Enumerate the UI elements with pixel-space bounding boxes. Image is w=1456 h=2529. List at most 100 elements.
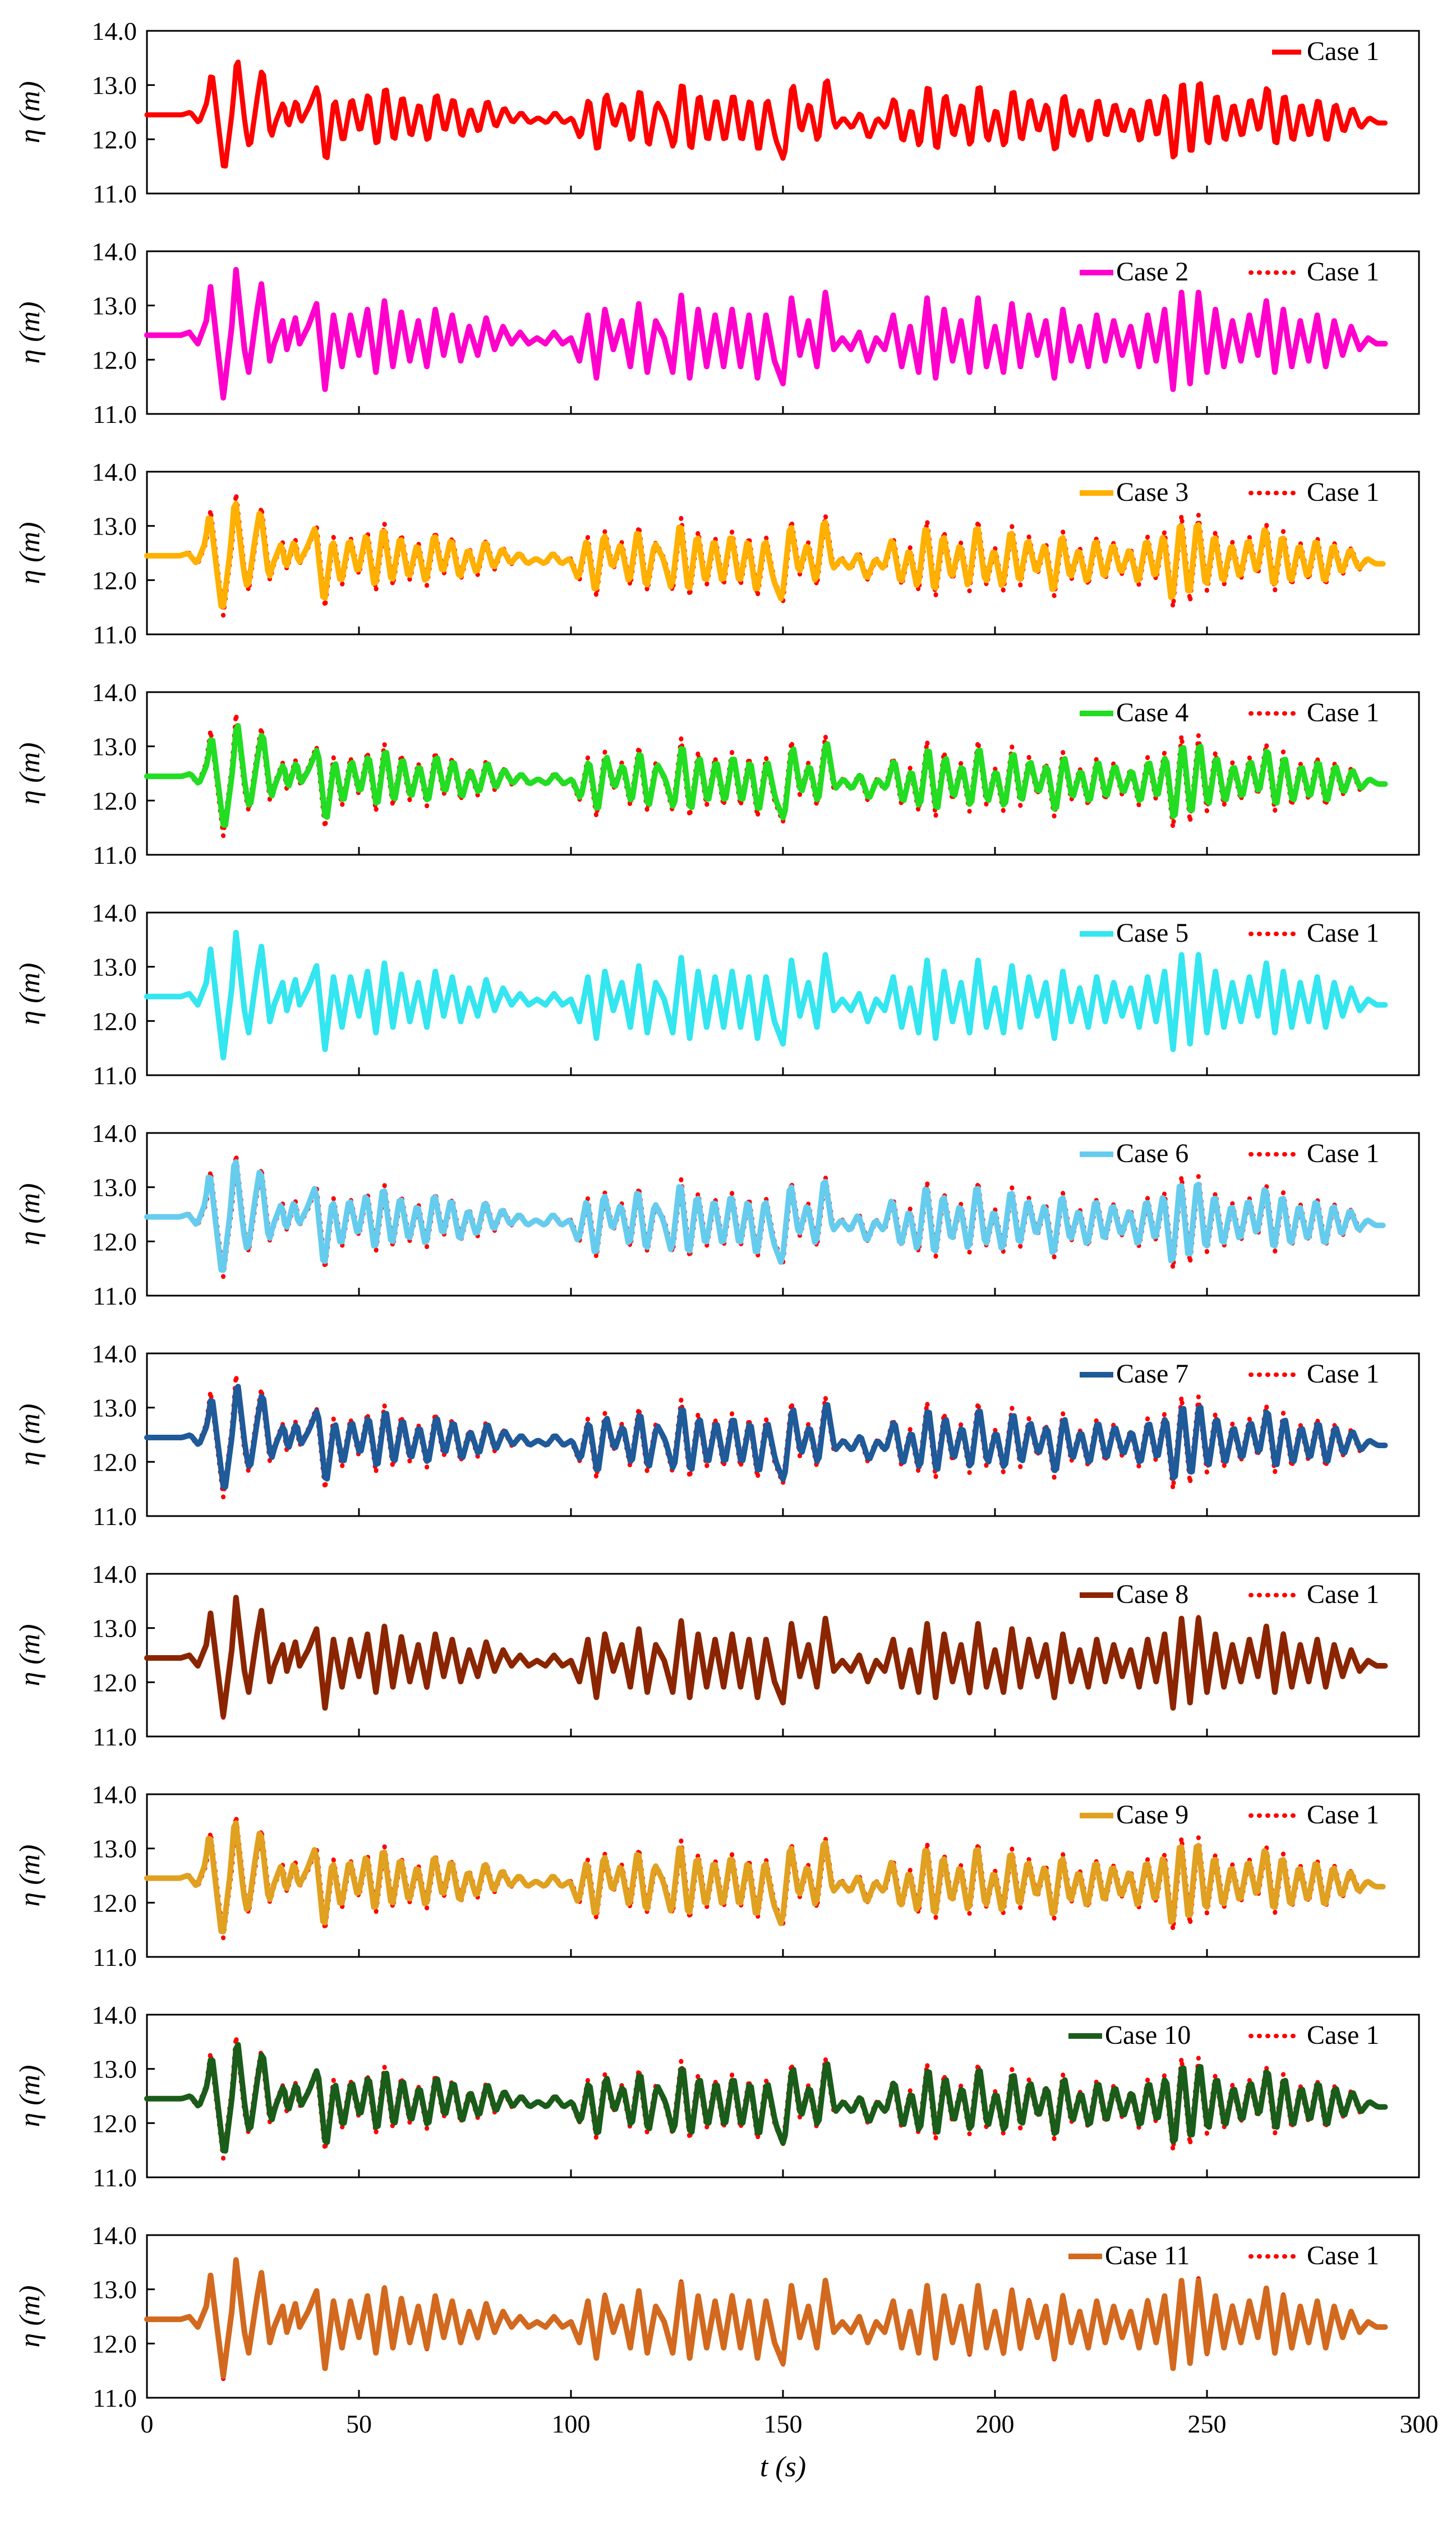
- legend-label: Case 5: [1116, 918, 1188, 948]
- panel-6: 14.0 13.0 12.0 11.0 η (m) Case 6 Case 1: [14, 1119, 1420, 1310]
- panel-9: 14.0 13.0 12.0 11.0 η (m) Case 9 Case 1: [14, 1780, 1420, 1971]
- legend-label: Case 6: [1116, 1139, 1188, 1168]
- y-tick-label: 14.0: [92, 899, 137, 927]
- panel-3: 14.0 13.0 12.0 11.0 η (m) Case 3 Case 1: [14, 458, 1420, 649]
- legend-label: Case 1: [1307, 477, 1379, 507]
- series-line-case-1: [144, 59, 1388, 169]
- legend-label: Case 11: [1105, 2241, 1190, 2270]
- legend-label: Case 1: [1307, 2241, 1379, 2270]
- y-tick-label: 11.0: [93, 841, 137, 869]
- legend: Case 7 Case 1: [1080, 1359, 1379, 1389]
- y-tick-label: 12.0: [92, 566, 137, 595]
- legend-label: Case 1: [1307, 698, 1379, 727]
- series-line-case-11: [144, 2257, 1388, 2379]
- panel-7: 14.0 13.0 12.0 11.0 η (m) Case 7 Case 1: [14, 1339, 1420, 1531]
- legend: Case 4 Case 1: [1080, 698, 1379, 727]
- legend: Case 8 Case 1: [1080, 1579, 1379, 1609]
- legend: Case 3 Case 1: [1080, 477, 1379, 507]
- legend: Case 11 Case 1: [1068, 2241, 1379, 2270]
- y-tick-label: 12.0: [92, 1668, 137, 1697]
- legend-label: Case 1: [1307, 1800, 1379, 1830]
- legend-label: Case 1: [1307, 1139, 1379, 1168]
- y-axis-title: η (m): [14, 302, 46, 364]
- y-tick-label: 12.0: [92, 1888, 137, 1917]
- series-line-case-4: [144, 723, 1388, 828]
- y-tick-label: 14.0: [92, 678, 137, 707]
- y-axis-title: η (m): [14, 743, 46, 805]
- legend-label: Case 1: [1307, 36, 1379, 66]
- x-tick-label: 50: [346, 2410, 372, 2438]
- x-tick-label: 150: [764, 2410, 803, 2438]
- legend: Case 10 Case 1: [1068, 2020, 1379, 2050]
- y-tick-label: 12.0: [92, 1227, 137, 1256]
- y-tick-label: 12.0: [92, 1448, 137, 1476]
- series-line-case-9: [144, 1820, 1386, 1934]
- panel-5: 14.0 13.0 12.0 11.0 η (m) Case 5 Case 1: [14, 899, 1420, 1090]
- legend: Case 5 Case 1: [1080, 918, 1379, 948]
- panel-1: 14.0 13.0 12.0 11.0 η (m) Case 1: [14, 17, 1420, 208]
- y-tick-label: 11.0: [93, 620, 137, 649]
- y-tick-label: 13.0: [92, 512, 137, 541]
- y-tick-label: 14.0: [92, 1780, 137, 1809]
- x-tick-label: 250: [1188, 2410, 1227, 2438]
- series-line-case-5: [144, 929, 1388, 1061]
- y-tick-label: 11.0: [93, 1502, 137, 1531]
- legend-label: Case 3: [1116, 477, 1188, 507]
- y-tick-label: 11.0: [93, 400, 137, 429]
- y-axis-title: η (m): [14, 1845, 46, 1907]
- y-axis-title: η (m): [14, 2065, 46, 2127]
- legend-label: Case 7: [1116, 1359, 1188, 1389]
- series-line-case-8: [144, 1595, 1388, 1719]
- y-tick-label: 11.0: [93, 1943, 137, 1971]
- y-tick-label: 14.0: [92, 17, 137, 45]
- legend-label: Case 8: [1116, 1579, 1188, 1609]
- y-tick-label: 12.0: [92, 786, 137, 815]
- series-line-case-10: [144, 2042, 1388, 2154]
- series-line-case-2: [144, 266, 1388, 401]
- y-tick-label: 14.0: [92, 2221, 137, 2250]
- legend-label: Case 1: [1307, 918, 1379, 948]
- legend-label: Case 9: [1116, 1800, 1188, 1830]
- y-tick-label: 13.0: [92, 2275, 137, 2304]
- y-axis-title: η (m): [14, 81, 46, 144]
- legend-label: Case 2: [1116, 257, 1188, 287]
- y-tick-label: 11.0: [93, 1282, 137, 1310]
- y-tick-label: 14.0: [92, 1119, 137, 1148]
- legend: Case 9 Case 1: [1080, 1800, 1379, 1830]
- legend-label: Case 4: [1116, 698, 1188, 727]
- series-line-case-3: [144, 500, 1386, 609]
- y-tick-label: 13.0: [92, 1835, 137, 1863]
- y-tick-label: 12.0: [92, 1007, 137, 1035]
- y-tick-label: 11.0: [93, 1722, 137, 1751]
- x-tick-label: 200: [976, 2410, 1015, 2438]
- y-tick-label: 12.0: [92, 125, 137, 154]
- y-tick-label: 13.0: [92, 2055, 137, 2084]
- y-tick-label: 11.0: [93, 179, 137, 208]
- y-tick-label: 13.0: [92, 71, 137, 100]
- panel-8: 14.0 13.0 12.0 11.0 η (m) Case 8 Case 1: [14, 1560, 1420, 1751]
- y-tick-label: 13.0: [92, 292, 137, 320]
- legend: Case 6 Case 1: [1080, 1139, 1379, 1168]
- y-tick-label: 14.0: [92, 458, 137, 486]
- y-tick-label: 13.0: [92, 1173, 137, 1202]
- legend: Case 1: [1272, 36, 1379, 66]
- y-tick-label: 13.0: [92, 733, 137, 761]
- y-axis-title: η (m): [14, 963, 46, 1025]
- y-tick-label: 11.0: [93, 2163, 137, 2192]
- legend-label: Case 1: [1307, 1579, 1379, 1609]
- panel-10: 14.0 13.0 12.0 11.0 η (m) Case 10 Case 1: [14, 2001, 1420, 2192]
- y-tick-label: 14.0: [92, 237, 137, 266]
- legend-label: Case 1: [1307, 2020, 1379, 2050]
- y-tick-label: 14.0: [92, 1560, 137, 1588]
- legend-label: Case 10: [1105, 2020, 1191, 2050]
- panel-4: 14.0 13.0 12.0 11.0 η (m) Case 4 Case 1: [14, 678, 1420, 869]
- y-tick-label: 11.0: [93, 1061, 137, 1090]
- y-tick-label: 14.0: [92, 1339, 137, 1368]
- y-tick-label: 14.0: [92, 2001, 137, 2029]
- panel-2: 14.0 13.0 12.0 11.0 η (m) Case 2 Case 1: [14, 237, 1420, 429]
- y-tick-label: 13.0: [92, 1614, 137, 1643]
- y-axis-title: η (m): [14, 2286, 46, 2348]
- legend-label: Case 1: [1307, 257, 1379, 287]
